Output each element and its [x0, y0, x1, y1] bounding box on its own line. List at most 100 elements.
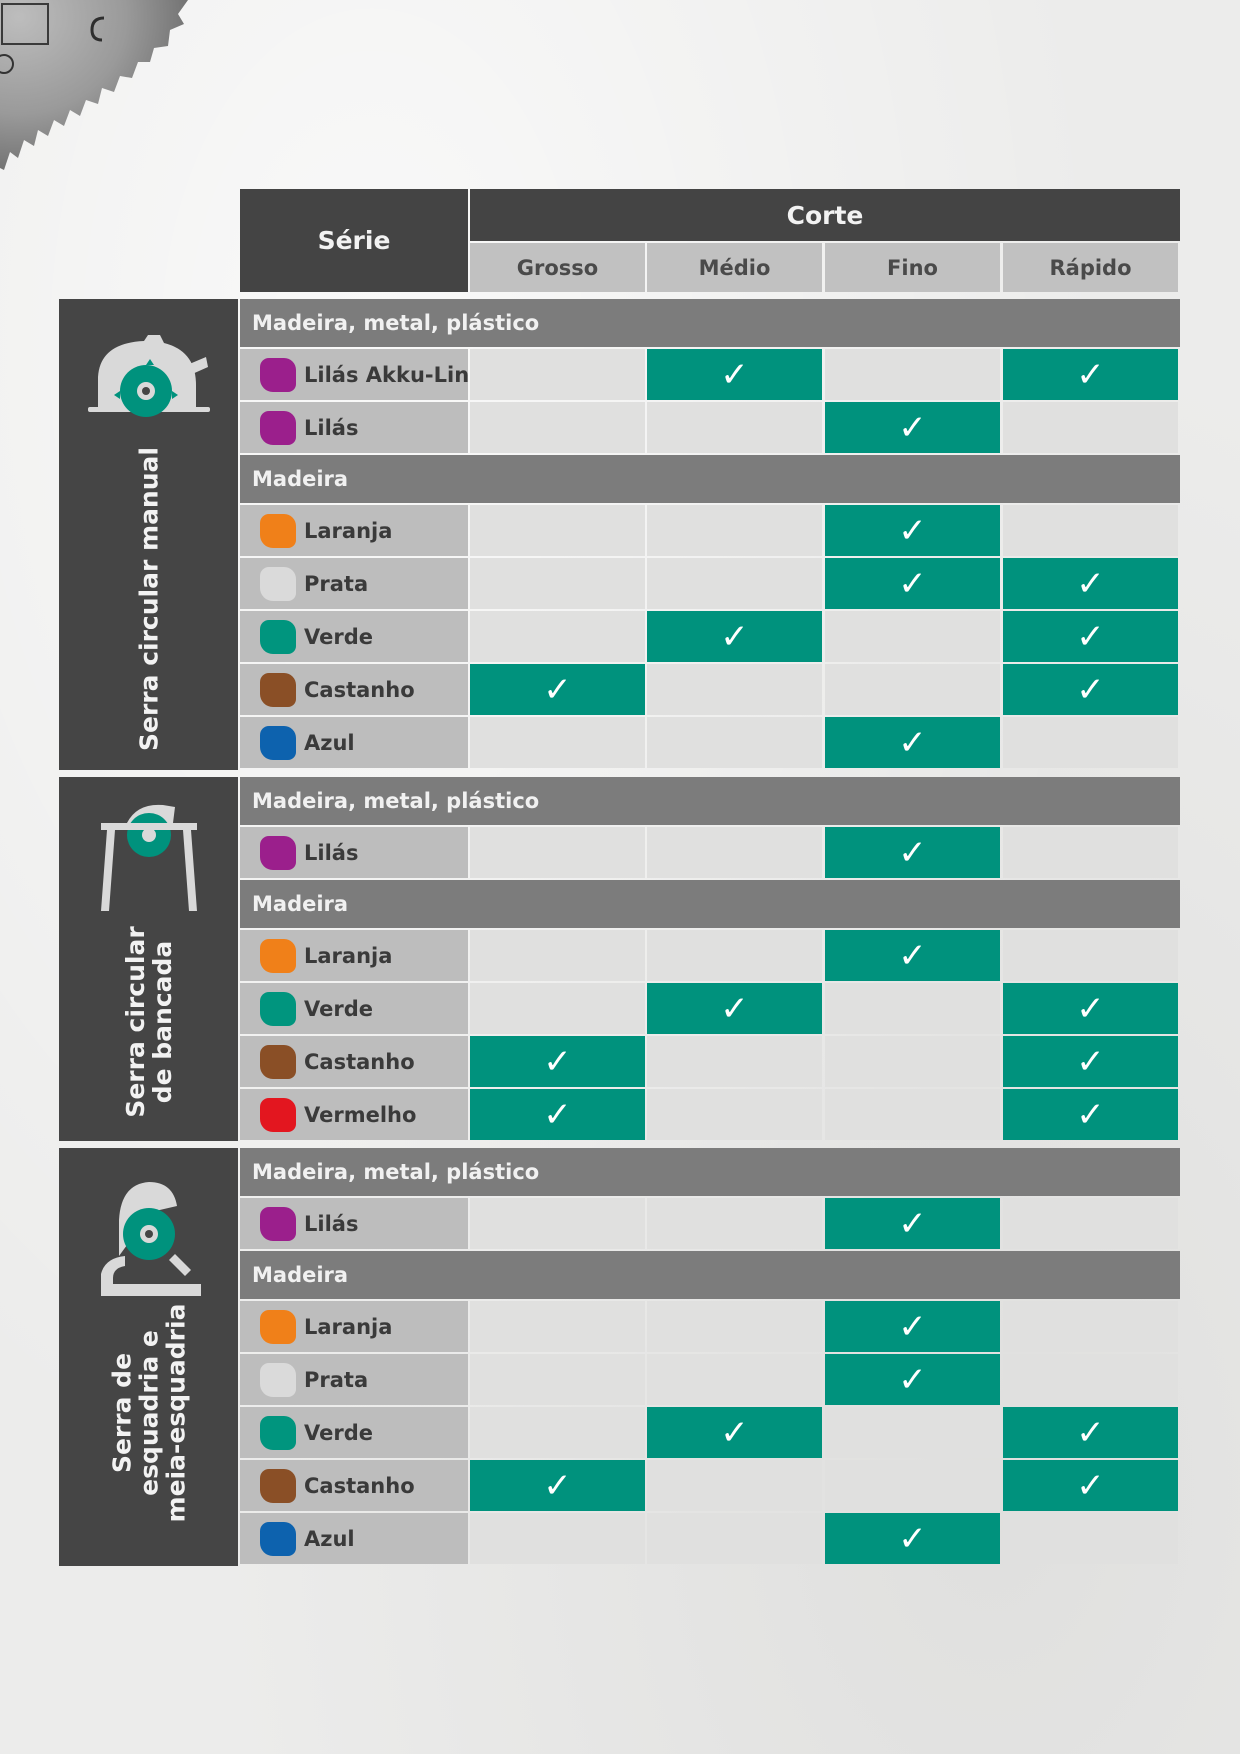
table-row: Verde ✓ ✓ — [240, 611, 1180, 662]
color-swatch — [260, 835, 296, 870]
table-row: Prata ✓ — [240, 1354, 1180, 1405]
empty-cell — [647, 1460, 822, 1511]
table-row: Lilás ✓ — [240, 1198, 1180, 1249]
series-name: Azul — [304, 1526, 355, 1551]
section-label: Serra de esquadria e meia-esquadria — [107, 1303, 190, 1523]
check-cell: ✓ — [825, 1198, 1000, 1249]
material-group-header: Madeira — [240, 880, 1180, 928]
empty-cell — [647, 717, 822, 768]
check-icon: ✓ — [898, 563, 927, 604]
color-swatch — [260, 1415, 296, 1450]
color-swatch — [260, 1362, 296, 1397]
series-cell: Verde — [240, 983, 468, 1034]
check-cell: ✓ — [825, 827, 1000, 878]
empty-cell — [825, 983, 1000, 1034]
check-icon: ✓ — [898, 1306, 927, 1347]
empty-cell — [647, 664, 822, 715]
color-swatch — [260, 619, 296, 654]
color-swatch — [260, 1097, 296, 1132]
empty-cell — [825, 349, 1000, 400]
color-swatch — [260, 1206, 296, 1241]
empty-cell — [1003, 402, 1178, 453]
empty-cell — [825, 664, 1000, 715]
series-name: Castanho — [304, 1049, 415, 1074]
check-icon: ✓ — [898, 935, 927, 976]
empty-cell — [825, 1460, 1000, 1511]
empty-cell — [647, 505, 822, 556]
check-icon: ✓ — [720, 354, 749, 395]
check-cell: ✓ — [647, 1407, 822, 1458]
check-icon: ✓ — [720, 616, 749, 657]
series-name: Prata — [304, 1367, 369, 1392]
empty-cell — [647, 402, 822, 453]
check-cell: ✓ — [1003, 1036, 1178, 1087]
color-swatch — [260, 1468, 296, 1503]
color-swatch — [260, 566, 296, 601]
check-icon: ✓ — [1076, 988, 1105, 1029]
check-icon: ✓ — [1076, 616, 1105, 657]
check-icon: ✓ — [898, 510, 927, 551]
color-swatch — [260, 1309, 296, 1344]
check-cell: ✓ — [470, 1089, 645, 1140]
series-cell: Castanho — [240, 1036, 468, 1087]
table-row: Lilás ✓ — [240, 402, 1180, 453]
check-icon: ✓ — [1076, 354, 1105, 395]
material-group-header: Madeira, metal, plástico — [240, 777, 1180, 825]
empty-cell — [825, 1089, 1000, 1140]
empty-cell — [1003, 1198, 1178, 1249]
cut-type-header-medio: Médio — [647, 243, 822, 292]
check-cell: ✓ — [825, 402, 1000, 453]
check-icon: ✓ — [1076, 669, 1105, 710]
empty-cell — [470, 930, 645, 981]
empty-cell — [470, 558, 645, 609]
cut-type-header-fino: Fino — [825, 243, 1000, 292]
series-name: Prata — [304, 571, 369, 596]
empty-cell — [470, 1354, 645, 1405]
series-name: Verde — [304, 624, 373, 649]
serie-header: Série — [240, 189, 468, 292]
check-cell: ✓ — [825, 1301, 1000, 1352]
table-row: Azul ✓ — [240, 1513, 1180, 1564]
empty-cell — [470, 983, 645, 1034]
series-cell: Prata — [240, 558, 468, 609]
section-serra-circular-de-bancada: Serra circular de bancada — [59, 777, 238, 1141]
check-icon: ✓ — [1076, 1465, 1105, 1506]
empty-cell — [470, 717, 645, 768]
table-row: Lilás ✓ — [240, 827, 1180, 878]
series-cell: Laranja — [240, 505, 468, 556]
color-swatch — [260, 410, 296, 445]
check-icon: ✓ — [1076, 1041, 1105, 1082]
empty-cell — [825, 1407, 1000, 1458]
empty-cell — [647, 1513, 822, 1564]
series-cell: Verde — [240, 611, 468, 662]
color-swatch — [260, 938, 296, 973]
handheld-circular-saw-icon — [87, 335, 210, 417]
check-cell: ✓ — [1003, 1407, 1178, 1458]
miter-saw-icon — [100, 1182, 201, 1296]
empty-cell — [470, 1301, 645, 1352]
series-name: Laranja — [304, 943, 393, 968]
empty-cell — [1003, 1354, 1178, 1405]
check-cell: ✓ — [825, 558, 1000, 609]
check-icon: ✓ — [543, 1094, 572, 1135]
material-group-header: Madeira — [240, 1251, 1180, 1299]
check-icon: ✓ — [543, 1465, 572, 1506]
series-cell: Lilás — [240, 1198, 468, 1249]
series-cell: Laranja — [240, 930, 468, 981]
table-row: Laranja ✓ — [240, 1301, 1180, 1352]
table-saw-icon — [100, 804, 197, 911]
color-swatch — [260, 672, 296, 707]
check-cell: ✓ — [825, 1354, 1000, 1405]
check-cell: ✓ — [825, 1513, 1000, 1564]
check-icon: ✓ — [543, 669, 572, 710]
corte-header: Corte — [470, 189, 1180, 241]
empty-cell — [647, 930, 822, 981]
check-cell: ✓ — [1003, 1089, 1178, 1140]
empty-cell — [470, 1513, 645, 1564]
empty-cell — [647, 1301, 822, 1352]
table-row: Vermelho ✓ ✓ — [240, 1089, 1180, 1140]
check-icon: ✓ — [898, 1203, 927, 1244]
empty-cell — [470, 827, 645, 878]
check-cell: ✓ — [647, 349, 822, 400]
empty-cell — [647, 1089, 822, 1140]
